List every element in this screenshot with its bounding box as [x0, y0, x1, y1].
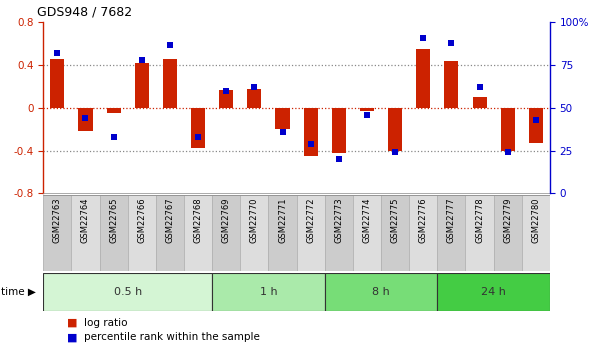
Text: ■: ■: [67, 333, 78, 342]
Text: GSM22765: GSM22765: [109, 197, 118, 243]
Text: 0.5 h: 0.5 h: [114, 287, 142, 296]
Bar: [106, 108, 121, 113]
Bar: [156, 195, 184, 271]
Bar: [128, 195, 156, 271]
Bar: [360, 108, 374, 111]
Point: [306, 141, 316, 146]
Text: log ratio: log ratio: [84, 318, 127, 327]
Point: [475, 85, 484, 90]
Text: GSM22774: GSM22774: [362, 197, 371, 243]
Bar: [493, 195, 522, 271]
Text: 8 h: 8 h: [372, 287, 390, 296]
Bar: [163, 59, 177, 108]
Point: [418, 35, 428, 41]
Bar: [529, 108, 543, 143]
Bar: [184, 195, 212, 271]
Point: [278, 129, 287, 135]
Bar: [269, 195, 297, 271]
Bar: [100, 195, 128, 271]
Bar: [416, 49, 430, 108]
Bar: [466, 195, 493, 271]
Text: GSM22767: GSM22767: [165, 197, 174, 243]
Text: GSM22777: GSM22777: [447, 197, 456, 243]
Bar: [381, 195, 409, 271]
Bar: [212, 273, 325, 310]
Bar: [43, 273, 212, 310]
Text: 1 h: 1 h: [260, 287, 277, 296]
Text: GSM22770: GSM22770: [250, 197, 259, 243]
Bar: [43, 195, 72, 271]
Text: GSM22780: GSM22780: [531, 197, 540, 243]
Bar: [191, 108, 205, 148]
Bar: [522, 195, 550, 271]
Text: GSM22775: GSM22775: [391, 197, 400, 243]
Text: GSM22771: GSM22771: [278, 197, 287, 243]
Point: [137, 57, 147, 63]
Text: GSM22768: GSM22768: [194, 197, 203, 243]
Bar: [248, 89, 261, 108]
Text: GDS948 / 7682: GDS948 / 7682: [37, 6, 132, 19]
Point: [503, 149, 513, 155]
Point: [447, 40, 456, 46]
Bar: [275, 108, 290, 129]
Bar: [409, 195, 438, 271]
Bar: [332, 108, 346, 152]
Bar: [219, 90, 233, 108]
Point: [165, 42, 175, 47]
Point: [531, 117, 541, 122]
Text: 24 h: 24 h: [481, 287, 506, 296]
Bar: [472, 97, 487, 108]
Bar: [501, 108, 514, 150]
Text: GSM22779: GSM22779: [503, 197, 512, 243]
Bar: [240, 195, 269, 271]
Point: [221, 88, 231, 93]
Point: [249, 85, 259, 90]
Point: [81, 115, 90, 121]
Point: [362, 112, 372, 117]
Bar: [353, 195, 381, 271]
Bar: [325, 195, 353, 271]
Bar: [72, 195, 100, 271]
Point: [194, 134, 203, 140]
Point: [52, 50, 62, 56]
Text: GSM22773: GSM22773: [334, 197, 343, 243]
Bar: [438, 195, 466, 271]
Bar: [444, 61, 459, 108]
Point: [390, 149, 400, 155]
Bar: [325, 273, 438, 310]
Bar: [135, 63, 149, 108]
Text: GSM22778: GSM22778: [475, 197, 484, 243]
Bar: [50, 59, 64, 108]
Bar: [438, 273, 550, 310]
Bar: [79, 108, 93, 131]
Text: GSM22766: GSM22766: [137, 197, 146, 243]
Text: GSM22776: GSM22776: [419, 197, 428, 243]
Text: GSM22764: GSM22764: [81, 197, 90, 243]
Text: ■: ■: [67, 318, 78, 327]
Text: time ▶: time ▶: [1, 287, 35, 296]
Text: GSM22772: GSM22772: [306, 197, 315, 243]
Bar: [212, 195, 240, 271]
Point: [109, 134, 118, 140]
Bar: [304, 108, 318, 156]
Point: [334, 156, 344, 162]
Text: percentile rank within the sample: percentile rank within the sample: [84, 333, 260, 342]
Text: GSM22763: GSM22763: [53, 197, 62, 243]
Bar: [297, 195, 325, 271]
Bar: [388, 108, 402, 150]
Text: GSM22769: GSM22769: [222, 197, 231, 243]
